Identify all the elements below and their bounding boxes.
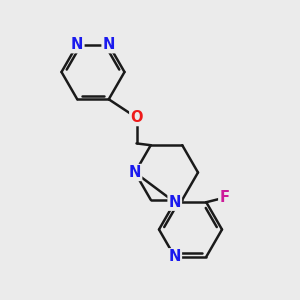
Text: O: O xyxy=(130,110,143,125)
Text: F: F xyxy=(219,190,229,205)
Text: N: N xyxy=(169,249,181,264)
Text: N: N xyxy=(169,195,181,210)
Text: N: N xyxy=(129,165,141,180)
Text: N: N xyxy=(71,37,83,52)
Text: N: N xyxy=(103,37,115,52)
